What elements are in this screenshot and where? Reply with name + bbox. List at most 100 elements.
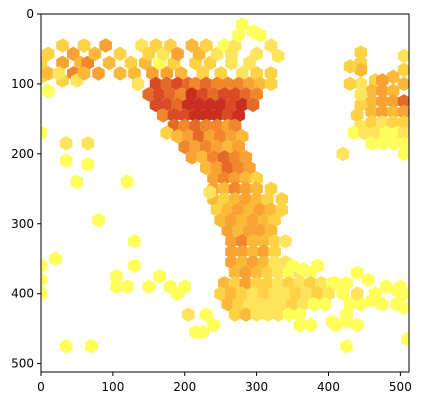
hexbin-cell — [376, 104, 389, 120]
hexbin-cell — [336, 146, 350, 162]
hexbin-cell — [376, 296, 389, 312]
hexbin-cell — [261, 265, 274, 280]
hexbin-cell — [41, 272, 48, 287]
hexbin-cell — [88, 46, 102, 62]
y-tick-label: 300 — [11, 217, 34, 231]
y-tick-label: 400 — [11, 287, 34, 301]
hexbin-cell — [271, 48, 285, 64]
hexbin-cell — [239, 171, 253, 186]
hexbin-cell — [228, 265, 242, 280]
hexbin-cell — [99, 38, 112, 53]
hexbin-cell — [318, 296, 332, 312]
hexbin-cell — [167, 108, 181, 123]
hexbin-cell — [200, 38, 213, 53]
hexbin-cell — [350, 265, 364, 280]
hexbin-cell — [217, 171, 231, 186]
hexbin-cell — [243, 55, 256, 71]
hexbin-cell — [347, 125, 360, 141]
hexbin-cell — [239, 307, 253, 322]
hexbin-cell — [397, 104, 409, 120]
hexbin-cell — [120, 279, 134, 294]
hexbin-cell — [354, 45, 368, 60]
hexbin-cell — [397, 136, 409, 151]
hexbin-cell — [397, 94, 409, 109]
hexbin-cell — [261, 307, 274, 322]
hexbin-cell — [343, 76, 357, 92]
hexbin-cell — [336, 286, 350, 301]
hexbin-cell — [77, 38, 91, 53]
hexbin-cell — [379, 279, 393, 294]
hexbin-cell — [250, 181, 263, 197]
hexbin-cell — [397, 125, 409, 141]
x-tick-label: 0 — [37, 380, 45, 394]
hexbin-cell — [250, 265, 263, 280]
hexbin-cell — [81, 157, 95, 172]
hexbin-cell — [275, 192, 289, 207]
hexbin-cell — [67, 46, 80, 62]
hexbin-cell — [207, 171, 220, 186]
hexbin-cell — [401, 331, 409, 347]
hexbin-cell — [268, 233, 281, 249]
hexbin-cell — [41, 258, 48, 273]
hexbin-cell — [264, 76, 278, 92]
hexbin-cell — [376, 136, 389, 151]
hexbin-cell — [397, 48, 409, 64]
hexbin-cell — [92, 213, 105, 228]
x-tick-label: 300 — [245, 380, 268, 394]
hexbin-cell — [239, 265, 253, 280]
hexbin-cell — [365, 104, 378, 120]
hexbin-cell — [128, 258, 141, 273]
hexbin-cell — [271, 307, 285, 322]
hexbin-cell — [41, 46, 55, 62]
hexbin-cell — [113, 46, 127, 62]
hexbin-cell — [41, 66, 55, 81]
hexbin-cell — [160, 125, 174, 141]
y-tick-label: 0 — [26, 7, 34, 21]
hexbin-cell — [56, 38, 69, 53]
plot-frame — [40, 13, 410, 373]
hexbin-cell — [250, 171, 263, 186]
hexbin-cell — [397, 300, 409, 315]
x-tick-label: 100 — [101, 380, 124, 394]
hexbin-cell — [225, 55, 238, 71]
hexbin-cell — [210, 108, 224, 123]
hexbin-cell — [196, 324, 210, 340]
hexbin-cell — [200, 108, 213, 123]
hexbin-cell — [343, 59, 357, 74]
hexbin-cell — [171, 129, 184, 144]
hexbin-cell — [397, 76, 409, 92]
hexbin-cell — [160, 66, 174, 81]
hexbin-cell — [350, 317, 364, 333]
hexbin-cell — [228, 171, 242, 186]
hexbin-cell — [246, 233, 260, 249]
hexbin-cell — [386, 83, 400, 99]
hexbin-cell — [250, 307, 263, 322]
hexbin-cell — [361, 272, 375, 287]
hexbin-cell — [102, 55, 116, 71]
hexbin-cell — [376, 73, 389, 88]
hexbin-cell — [85, 338, 98, 354]
hexbin-cell — [110, 268, 123, 284]
hexbin-cell — [200, 307, 213, 322]
hexbin-cell — [81, 136, 95, 151]
hexbin-cell — [207, 317, 220, 333]
hexbin-cell — [120, 174, 134, 190]
hexbin-cell — [235, 244, 249, 259]
hexbin-cell — [217, 181, 231, 197]
hexbin-cell — [149, 97, 163, 113]
hexbin-cell — [386, 69, 400, 85]
hexbin-cell — [189, 108, 202, 123]
hexbin-cell — [203, 185, 217, 200]
hexbin-cell — [41, 125, 48, 141]
hexbin-cell — [182, 307, 195, 322]
hexbin-cell — [340, 314, 353, 329]
hexbin-cell — [394, 279, 407, 294]
hexbin-cell — [397, 62, 409, 78]
hexbin-cell — [214, 286, 227, 301]
hexbin-cell — [268, 244, 281, 259]
hexbin-cell — [376, 83, 389, 99]
hexbin-cell — [307, 296, 321, 312]
hexbin-cell — [386, 94, 400, 109]
hexbin-cell — [203, 55, 217, 71]
hexbin-cell — [279, 233, 292, 249]
